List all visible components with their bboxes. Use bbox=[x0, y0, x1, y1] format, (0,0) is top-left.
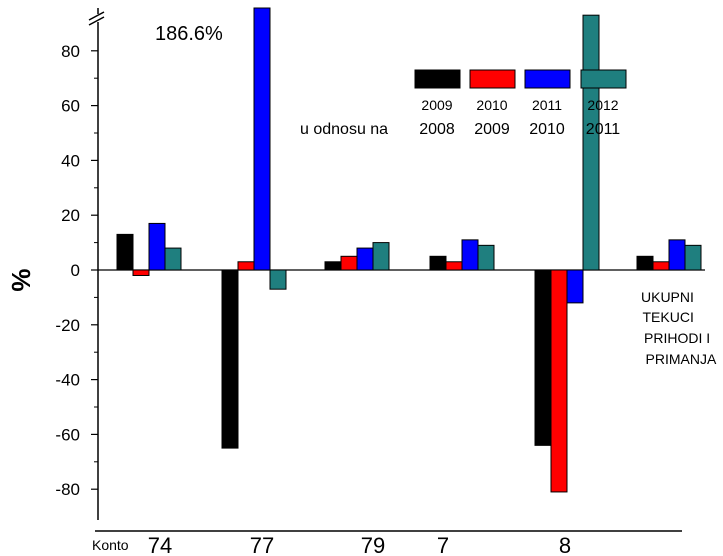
y-tick-label: -40 bbox=[55, 371, 80, 390]
bar-2009-8 bbox=[534, 269, 552, 446]
y-tick-label: -80 bbox=[55, 480, 80, 499]
category-note-line: UKUPNI bbox=[641, 289, 694, 305]
bar-2009-total bbox=[636, 255, 654, 271]
bar-2012-77 bbox=[269, 269, 287, 290]
bar-2010-79 bbox=[340, 255, 358, 271]
x-category-label: 77 bbox=[250, 533, 274, 556]
category-note-line: PRIHODI I bbox=[644, 330, 710, 346]
y-tick-label: -20 bbox=[55, 316, 80, 335]
bar-2010-7 bbox=[445, 261, 463, 271]
legend-base-label: 2008 bbox=[419, 121, 455, 138]
bar-2011-74 bbox=[148, 222, 166, 271]
bar-2010-77 bbox=[237, 261, 255, 271]
x-category-label: 79 bbox=[361, 533, 385, 556]
bar-2012-79 bbox=[372, 242, 390, 271]
bar-2009-77 bbox=[221, 269, 239, 449]
bar-2012-total bbox=[684, 244, 702, 271]
bar-2009-79 bbox=[324, 261, 342, 271]
axis-break-mark bbox=[88, 16, 105, 26]
x-category-label: 74 bbox=[148, 533, 172, 556]
legend: 2009 2008 2010 2009 2011 2010 2012 2011 u odnosu… bbox=[300, 69, 627, 138]
legend-swatch-2009 bbox=[414, 69, 461, 89]
category-note-line: TEKUCI bbox=[643, 309, 694, 325]
bar-2010-8 bbox=[550, 269, 568, 493]
x-category-label: 7 bbox=[437, 533, 449, 556]
legend-caption: u odnosu na bbox=[300, 121, 388, 138]
y-axis-label: % bbox=[6, 268, 36, 291]
bar-2010-74 bbox=[132, 269, 150, 276]
y-tick-label: 40 bbox=[61, 151, 80, 170]
legend-base-label: 2009 bbox=[474, 121, 510, 138]
legend-swatch-2011 bbox=[524, 69, 571, 89]
legend-year-label: 2012 bbox=[587, 97, 618, 113]
legend-year-label: 2009 bbox=[421, 97, 452, 113]
bar-2011-79 bbox=[356, 247, 374, 271]
bar-2012-8 bbox=[582, 14, 600, 271]
bar-2011-77 bbox=[253, 7, 271, 271]
axis-break-mark bbox=[88, 11, 105, 21]
bar-2011-7 bbox=[461, 239, 479, 271]
bar-2009-74 bbox=[116, 233, 134, 271]
bar-2010-total bbox=[652, 261, 670, 271]
legend-base-label: 2010 bbox=[529, 121, 565, 138]
bar-2009-7 bbox=[429, 255, 447, 271]
bar-2011-8 bbox=[566, 269, 584, 304]
x-category-label: 8 bbox=[559, 533, 571, 556]
y-tick-label: 60 bbox=[61, 97, 80, 116]
y-tick-label: -60 bbox=[55, 425, 80, 444]
overflow-annotation: 186.6% bbox=[155, 23, 223, 45]
legend-year-label: 2011 bbox=[532, 97, 562, 113]
y-tick-label: 20 bbox=[61, 206, 80, 225]
legend-year-label: 2010 bbox=[476, 97, 507, 113]
bar-2012-74 bbox=[164, 247, 182, 271]
category-note-line: PRIMANJA bbox=[646, 351, 717, 367]
y-tick-label: 80 bbox=[61, 42, 80, 61]
axes: -80 -60 -40 -20 0 20 40 60 80% bbox=[6, 8, 705, 532]
legend-swatch-2012 bbox=[580, 69, 627, 89]
labels: 74 77 79 7 8 Konto UKUPNI TEKUCI PRIHODI I PRIMAN… bbox=[92, 23, 717, 556]
y-tick-label: 0 bbox=[71, 261, 80, 280]
bar-2011-total bbox=[668, 239, 686, 271]
legend-base-label: 2011 bbox=[586, 121, 621, 138]
bar-2012-7 bbox=[477, 244, 495, 271]
legend-swatch-2010 bbox=[469, 69, 516, 89]
x-prefix-label: Konto bbox=[92, 537, 129, 553]
